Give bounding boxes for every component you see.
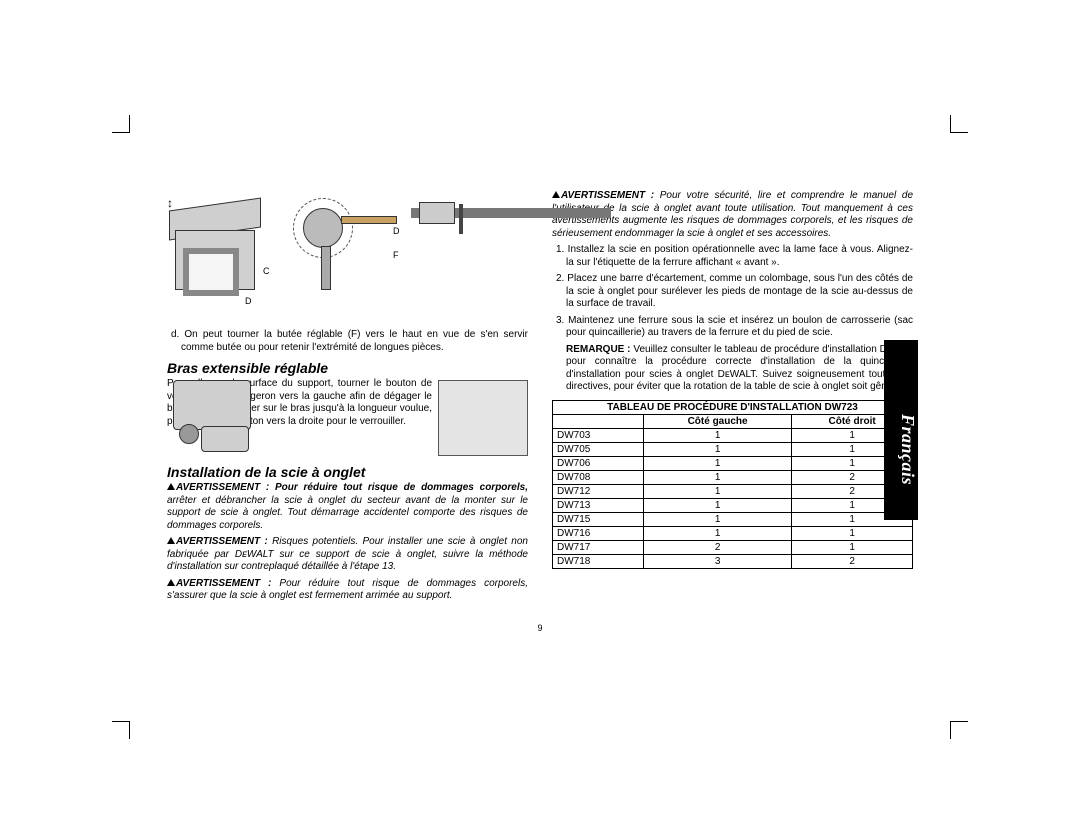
right-column: AVERTISSEMENT : Pour votre sécurité, lir…: [552, 190, 913, 607]
crop-mark: [950, 115, 951, 133]
warning-1: AVERTISSEMENT : Pour réduire tout risque…: [167, 482, 528, 532]
warning-1-body: arrêter et débrancher la scie à onglet d…: [167, 495, 528, 531]
crop-mark: [950, 721, 968, 722]
figure-label-f: F: [393, 250, 399, 260]
warning-3: AVERTISSEMENT : Pour réduire tout risque…: [167, 578, 528, 603]
crop-mark: [112, 132, 130, 133]
arrow-icon: ↕: [167, 196, 173, 210]
figure-arm: [438, 380, 528, 456]
step-1: 1. Installez la scie en position opérati…: [552, 244, 913, 269]
table-row: DW71611: [553, 526, 913, 540]
cell-left: 3: [643, 554, 791, 568]
cell-left: 1: [643, 512, 791, 526]
cell-right: 2: [792, 554, 913, 568]
table-row: DW70611: [553, 456, 913, 470]
crop-mark: [112, 721, 130, 722]
warning-icon: [167, 537, 175, 544]
warning-icon: [167, 579, 175, 586]
crop-mark: [950, 132, 968, 133]
figure-3: [411, 196, 527, 256]
table-row: DW71511: [553, 512, 913, 526]
warning-2-lead: AVERTISSEMENT :: [176, 536, 268, 547]
table-row: DW70511: [553, 442, 913, 456]
figure-shape: [459, 204, 463, 234]
cell-right: 1: [792, 540, 913, 554]
cell-model: DW708: [553, 470, 644, 484]
cell-model: DW717: [553, 540, 644, 554]
figure-label-d2: D: [393, 226, 400, 236]
cell-model: DW713: [553, 498, 644, 512]
table-header-left: Côté gauche: [643, 414, 791, 428]
figure-2: D F: [285, 190, 401, 310]
table-header-blank: [553, 414, 644, 428]
table-body: DW70311DW70511DW70611DW70812DW71212DW713…: [553, 428, 913, 568]
left-column: ↕ C D D F: [167, 190, 528, 607]
warning-1-lead: AVERTISSEMENT : Pour réduire tout risque…: [176, 482, 528, 493]
step-3: 3. Maintenez une ferrure sous la scie et…: [552, 315, 913, 340]
cell-left: 1: [643, 470, 791, 484]
cell-model: DW706: [553, 456, 644, 470]
figure-1: ↕ C D: [167, 190, 275, 310]
figure-shape: [419, 202, 455, 224]
cell-model: DW705: [553, 442, 644, 456]
heading-install: Installation de la scie à onglet: [167, 464, 528, 480]
crop-mark: [129, 721, 130, 739]
cell-left: 1: [643, 442, 791, 456]
list-item-d: d. On peut tourner la butée réglable (F)…: [167, 329, 528, 354]
remarque-lead: REMARQUE :: [566, 344, 631, 355]
figure-shape: [179, 424, 199, 444]
table-row: DW70812: [553, 470, 913, 484]
warning-4-lead: AVERTISSEMENT :: [561, 190, 654, 201]
cell-model: DW716: [553, 526, 644, 540]
install-table: TABLEAU DE PROCÉDURE D'INSTALLATION DW72…: [552, 400, 913, 569]
table-row: DW71311: [553, 498, 913, 512]
crop-mark: [129, 115, 130, 133]
cell-left: 1: [643, 526, 791, 540]
heading-bras: Bras extensible réglable: [167, 360, 528, 376]
cell-right: 1: [792, 526, 913, 540]
cell-model: DW715: [553, 512, 644, 526]
warning-icon: [552, 191, 560, 198]
figure-shape: [201, 426, 249, 452]
figure-shape: [303, 208, 343, 248]
warning-icon: [167, 483, 175, 490]
warning-3-lead: AVERTISSEMENT :: [176, 578, 271, 589]
cell-left: 1: [643, 428, 791, 442]
table-row: DW71212: [553, 484, 913, 498]
cell-model: DW712: [553, 484, 644, 498]
page-number: 9: [167, 623, 913, 633]
table-row: DW71832: [553, 554, 913, 568]
figure-shape: [173, 380, 251, 430]
figure-label-c: C: [263, 266, 270, 276]
warning-2: AVERTISSEMENT : Risques potentiels. Pour…: [167, 536, 528, 574]
cell-left: 1: [643, 484, 791, 498]
two-column-layout: ↕ C D D F: [167, 190, 913, 607]
figure-row: ↕ C D D F: [167, 190, 528, 325]
figure-shape: [183, 248, 239, 296]
figure-label-d: D: [245, 296, 252, 306]
cell-left: 2: [643, 540, 791, 554]
step-2: 2. Placez une barre d'écartement, comme …: [552, 273, 913, 311]
remarque: REMARQUE : Veuillez consulter le tableau…: [552, 344, 913, 394]
language-tab: Français: [884, 340, 918, 520]
crop-mark: [950, 721, 951, 739]
cell-model: DW703: [553, 428, 644, 442]
cell-left: 1: [643, 498, 791, 512]
cell-model: DW718: [553, 554, 644, 568]
table-row: DW70311: [553, 428, 913, 442]
figure-shape: [321, 246, 331, 290]
cell-left: 1: [643, 456, 791, 470]
table-row: DW71721: [553, 540, 913, 554]
figure-shape: [341, 216, 397, 224]
table-title: TABLEAU DE PROCÉDURE D'INSTALLATION DW72…: [553, 400, 913, 414]
page-content: Français ↕ C D D: [167, 190, 913, 710]
